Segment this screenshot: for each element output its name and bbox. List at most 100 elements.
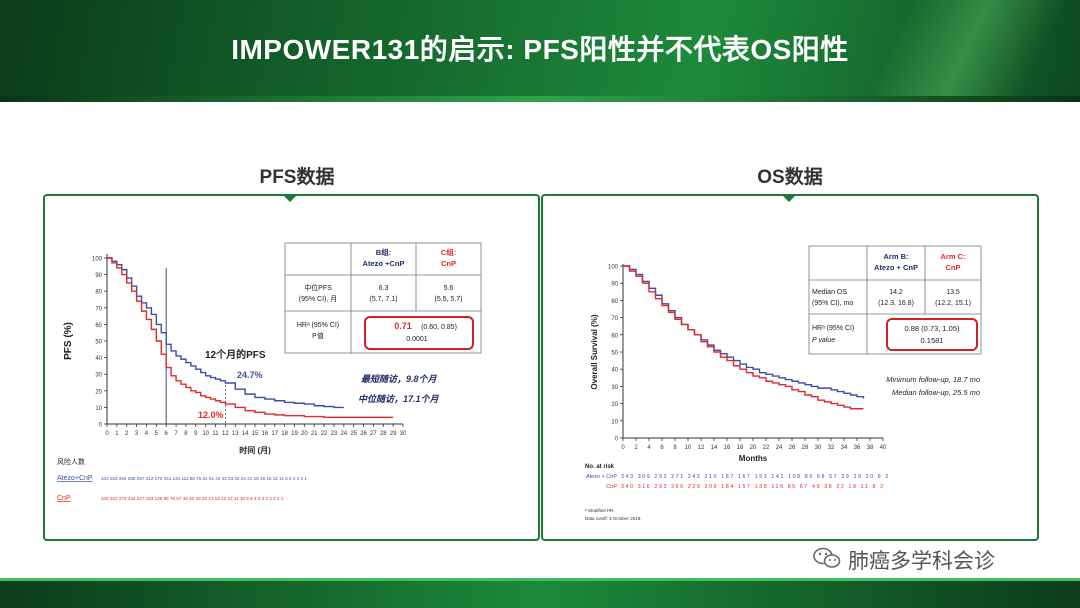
- pfs-x-tick-label: 2: [125, 431, 129, 437]
- os-y-tick-label: 100: [608, 265, 619, 271]
- os-y-axis-label: Overall Survival (%): [590, 314, 599, 389]
- pfs-x-tick-label: 28: [380, 431, 387, 437]
- pfs-landmark-red: 12.0%: [198, 410, 224, 420]
- os-y-tick-label: 20: [611, 402, 618, 408]
- os-x-tick-label: 20: [750, 445, 757, 451]
- os-table-frame: [808, 245, 982, 355]
- pfs-x-tick-label: 23: [331, 431, 338, 437]
- os-series-line-atezo-cnp: [623, 265, 865, 399]
- os-x-tick-label: 4: [647, 445, 651, 451]
- os-min-follow: Minimum follow-up, 18.7 mo: [886, 375, 980, 384]
- pfs-y-tick-label: 10: [95, 406, 102, 412]
- os-x-tick-label: 8: [673, 445, 677, 451]
- pfs-risk-row-values: 343 318 294 268 257 212 172 151 134 111 …: [101, 476, 307, 481]
- pfs-x-tick-label: 7: [174, 431, 178, 437]
- os-table-col-c: Arm C: CnP: [940, 252, 965, 272]
- pfs-table-row1-b: 6.3 (5.7, 7.1): [369, 285, 397, 303]
- pfs-x-tick-label: 27: [370, 431, 377, 437]
- os-panel: 0 10 20 30 40 50 60 70 80 90 100 0 2 4 6 8 10 12 14 16 18 20 2…: [541, 194, 1039, 541]
- pfs-x-tick-label: 16: [262, 431, 269, 437]
- pfs-x-tick-label: 11: [212, 431, 219, 437]
- pfs-y-axis-label: PFS (%): [63, 322, 74, 360]
- pfs-x-tick-label: 3: [135, 431, 139, 437]
- pfs-x-axis-label: 时间 (月): [239, 445, 271, 455]
- os-risk-row-values: 343 309 292 271 242 210 187 167 153 141 …: [621, 474, 890, 480]
- pfs-table-row2-label: HRᵃ (95% CI) P值: [297, 322, 339, 340]
- os-hr-highlight-box: [886, 318, 978, 351]
- pfs-risk-title: 风险人数: [57, 457, 85, 466]
- pfs-x-tick-label: 13: [232, 431, 239, 437]
- pfs-table-frame: [284, 242, 482, 354]
- pfs-y-tick-label: 30: [95, 373, 102, 379]
- pfs-y-tick-label: 100: [92, 257, 103, 263]
- pfs-x-tick-label: 30: [400, 431, 407, 437]
- os-heading: OS数据: [757, 167, 823, 188]
- pfs-x-tick-label: 18: [281, 431, 288, 437]
- pfs-y-tick-label: 80: [95, 290, 102, 296]
- pfs-x-tick-label: 10: [202, 431, 209, 437]
- pfs-x-tick-label: 19: [291, 431, 298, 437]
- pfs-x-tick-label: 20: [301, 431, 308, 437]
- os-panel-notch: [783, 196, 795, 202]
- pfs-x-tick-label: 6: [165, 431, 169, 437]
- os-x-tick-label: 22: [763, 445, 770, 451]
- os-table-hr: 0.88 (0.73, 1.05): [904, 324, 960, 333]
- pfs-y-tick-label: 60: [95, 323, 102, 329]
- os-y-tick-label: 0: [615, 437, 619, 443]
- pfs-x-tick-label: 29: [390, 431, 397, 437]
- pfs-panel: 0 10 20 30 40 50 60 70 80 90 100 0 1 2 3 4 5 6 7 8 9 10 11 12 13…: [43, 194, 540, 541]
- slide-title: IMPOWER131的启示: PFS阳性并不代表OS阳性: [231, 34, 849, 65]
- pfs-x-tick-label: 26: [360, 431, 367, 437]
- pfs-y-tick-label: 0: [99, 423, 103, 429]
- os-table-row1-c: 13.5 (12.2, 15.1): [935, 289, 971, 307]
- pfs-y-tick-label: 20: [95, 389, 102, 395]
- pfs-x-tick-label: 15: [252, 431, 259, 437]
- pfs-hr-highlight-box: [364, 316, 474, 350]
- os-risk-row-label: Atezo + CnP: [586, 474, 617, 480]
- os-table-row1-b: 14.2 (12.3, 16.8): [878, 289, 914, 307]
- pfs-table-col-c: C组: CnP: [441, 247, 456, 268]
- os-risk-row-label: CnP: [606, 484, 617, 490]
- pfs-x-tick-label: 4: [145, 431, 149, 437]
- os-x-tick-label: 30: [815, 445, 822, 451]
- pfs-risk-row-values: 340 322 279 244 227 183 128 95 79 57 49 …: [101, 496, 284, 501]
- os-x-tick-label: 14: [711, 445, 718, 451]
- os-x-tick-label: 2: [634, 445, 638, 451]
- pfs-y-tick-label: 40: [95, 356, 102, 362]
- pfs-x-tick-label: 0: [105, 431, 109, 437]
- os-y-tick-label: 90: [611, 282, 618, 288]
- pfs-y-tick-label: 90: [95, 273, 102, 279]
- os-y-tick-label: 30: [611, 385, 618, 391]
- os-risk-title: No. at risk: [585, 464, 615, 470]
- os-y-tick-label: 50: [611, 351, 618, 357]
- os-table-row2-label1: HRᵃ (95% CI): [812, 325, 854, 332]
- pfs-y-tick-label: 70: [95, 306, 102, 312]
- os-x-tick-label: 24: [776, 445, 783, 451]
- os-x-tick-label: 6: [660, 445, 664, 451]
- pfs-risk-row-label: Atezo+CnP: [57, 475, 93, 482]
- os-y-tick-label: 70: [611, 316, 618, 322]
- pfs-landmark-blue: 24.7%: [237, 370, 263, 380]
- os-table-row2-label2: P value: [812, 337, 835, 344]
- os-x-tick-label: 18: [737, 445, 744, 451]
- pfs-median-follow: 中位随访，17.1个月: [358, 394, 440, 404]
- pfs-y-tick-label: 50: [95, 340, 102, 346]
- os-x-tick-label: 34: [841, 445, 848, 451]
- pfs-x-tick-label: 24: [340, 431, 347, 437]
- os-table-p: 0.1581: [921, 336, 944, 345]
- os-median-follow: Median follow-up, 25.5 mo: [892, 388, 980, 397]
- os-footnote: ᵃ Stratified HR.: [585, 508, 615, 513]
- pfs-x-tick-label: 22: [321, 431, 328, 437]
- os-y-tick-label: 10: [611, 419, 618, 425]
- os-x-tick-label: 12: [698, 445, 705, 451]
- pfs-x-tick-label: 8: [184, 431, 188, 437]
- os-y-tick-label: 80: [611, 299, 618, 305]
- os-x-tick-label: 0: [621, 445, 625, 451]
- os-x-tick-label: 32: [828, 445, 835, 451]
- os-table-col-b: Arm B: Atezo + CnP: [874, 252, 918, 272]
- os-table-row1-label: Median OS (95% CI), mo: [812, 289, 853, 307]
- title-banner: [0, 0, 1080, 102]
- pfs-panel-notch: [284, 196, 296, 202]
- pfs-table-hr-ci: (0.60, 0.85): [421, 324, 457, 331]
